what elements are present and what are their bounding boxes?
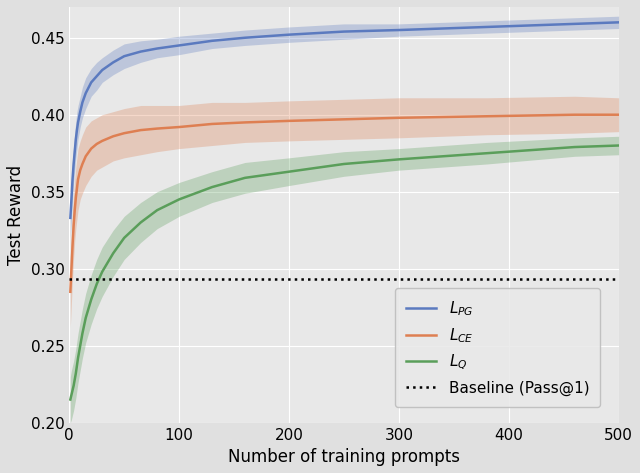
$L_{PG}$ <box>74 120 82 125</box>
$L_{CE}$ <box>79 161 86 167</box>
$L_Q$ <box>82 315 90 321</box>
$L_Q$ <box>120 235 128 241</box>
$L_{PG}$ <box>79 99 86 105</box>
$L_{CE}$ <box>76 167 84 173</box>
$L_Q$ <box>70 383 77 388</box>
$L_{CE}$ <box>72 195 79 201</box>
$L_{CE}$ <box>68 243 76 248</box>
$L_{CE}$ <box>241 120 249 125</box>
$L_{PG}$ <box>571 21 579 26</box>
$L_{CE}$ <box>175 124 183 130</box>
$L_Q$ <box>208 184 216 190</box>
$L_{PG}$ <box>395 27 403 33</box>
Line: $L_Q$: $L_Q$ <box>70 146 619 400</box>
$L_{PG}$ <box>99 67 106 73</box>
$L_Q$ <box>73 363 81 368</box>
$L_Q$ <box>68 392 76 398</box>
$L_{CE}$ <box>208 121 216 127</box>
$L_Q$ <box>71 377 79 382</box>
X-axis label: Number of training prompts: Number of training prompts <box>228 448 460 466</box>
$L_{PG}$ <box>70 161 77 167</box>
$L_{CE}$ <box>571 112 579 118</box>
$L_Q$ <box>79 331 86 336</box>
$L_Q$ <box>615 143 623 149</box>
$L_{CE}$ <box>67 289 74 295</box>
$L_Q$ <box>93 281 100 287</box>
Line: $L_{PG}$: $L_{PG}$ <box>70 22 619 218</box>
$L_{CE}$ <box>99 138 106 144</box>
Line: $L_{CE}$: $L_{CE}$ <box>70 115 619 292</box>
$L_Q$ <box>137 219 145 225</box>
$L_{PG}$ <box>67 215 74 221</box>
$L_{PG}$ <box>154 46 161 52</box>
$L_Q$ <box>68 387 76 393</box>
$L_{CE}$ <box>154 126 161 131</box>
$L_Q$ <box>395 157 403 162</box>
$L_{CE}$ <box>395 115 403 121</box>
$L_Q$ <box>72 370 79 376</box>
$L_Q$ <box>483 150 491 156</box>
$L_{CE}$ <box>285 118 293 124</box>
$L_{CE}$ <box>71 207 79 213</box>
$L_{CE}$ <box>82 153 90 159</box>
Baseline (Pass@1) <box>65 277 73 282</box>
$L_Q$ <box>175 197 183 202</box>
$L_{CE}$ <box>73 186 81 192</box>
$L_{PG}$ <box>68 197 76 202</box>
$L_{PG}$ <box>241 35 249 41</box>
$L_{CE}$ <box>109 133 117 139</box>
$L_Q$ <box>99 269 106 275</box>
$L_Q$ <box>340 161 348 167</box>
$L_{CE}$ <box>137 127 145 133</box>
$L_Q$ <box>76 343 84 349</box>
$L_{PG}$ <box>615 19 623 25</box>
$L_{CE}$ <box>340 116 348 122</box>
$L_{CE}$ <box>88 146 95 151</box>
$L_Q$ <box>67 397 74 403</box>
$L_{PG}$ <box>93 73 100 79</box>
$L_{PG}$ <box>72 137 79 142</box>
$L_Q$ <box>571 144 579 150</box>
$L_{CE}$ <box>93 141 100 147</box>
$L_{CE}$ <box>74 176 82 182</box>
Baseline (Pass@1) <box>67 277 74 282</box>
$L_{CE}$ <box>120 131 128 136</box>
$L_Q$ <box>241 175 249 181</box>
$L_{PG}$ <box>82 90 90 96</box>
$L_{PG}$ <box>71 149 79 155</box>
Legend: $L_{PG}$, $L_{CE}$, $L_Q$, Baseline (Pass@1): $L_{PG}$, $L_{CE}$, $L_Q$, Baseline (Pas… <box>395 288 600 407</box>
$L_{PG}$ <box>109 60 117 65</box>
Y-axis label: Test Reward: Test Reward <box>7 165 25 265</box>
$L_Q$ <box>74 355 82 361</box>
$L_{PG}$ <box>208 38 216 44</box>
$L_Q$ <box>154 207 161 213</box>
$L_{PG}$ <box>68 176 76 182</box>
$L_{PG}$ <box>340 29 348 35</box>
$L_{PG}$ <box>285 32 293 37</box>
$L_{PG}$ <box>175 43 183 48</box>
$L_Q$ <box>109 250 117 256</box>
$L_{CE}$ <box>483 114 491 119</box>
$L_{PG}$ <box>120 53 128 59</box>
$L_{PG}$ <box>483 24 491 30</box>
$L_{PG}$ <box>73 127 81 133</box>
$L_{CE}$ <box>615 112 623 118</box>
$L_{CE}$ <box>70 223 77 228</box>
$L_{PG}$ <box>76 109 84 114</box>
$L_{CE}$ <box>68 266 76 272</box>
$L_Q$ <box>88 297 95 302</box>
$L_{PG}$ <box>137 49 145 54</box>
$L_{PG}$ <box>88 79 95 85</box>
$L_Q$ <box>285 169 293 175</box>
